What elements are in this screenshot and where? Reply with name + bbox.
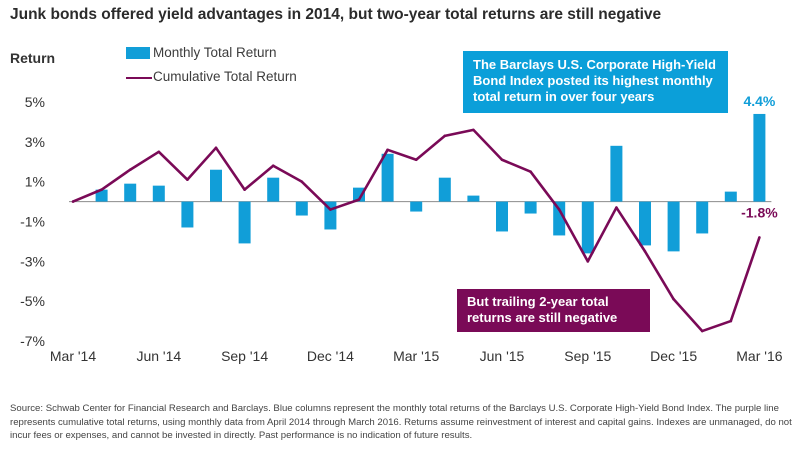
x-tick-label: Dec '15 bbox=[650, 348, 697, 364]
legend-line-swatch bbox=[126, 77, 152, 79]
cumulative-return-point bbox=[729, 319, 733, 323]
cumulative-return-point bbox=[557, 208, 561, 211]
y-tick-label: 5% bbox=[25, 94, 45, 110]
x-tick-label: Sep '14 bbox=[221, 348, 268, 364]
monthly-return-bar bbox=[152, 185, 165, 202]
cumulative-return-point bbox=[443, 134, 447, 138]
x-tick-label: Mar '15 bbox=[393, 348, 439, 364]
cumulative-return-point bbox=[186, 178, 189, 181]
cumulative-return-point bbox=[615, 206, 618, 209]
legend-monthly-total-return: Monthly Total Return bbox=[153, 45, 277, 60]
monthly-return-bar bbox=[353, 187, 365, 202]
x-tick-label: Mar '14 bbox=[50, 348, 96, 364]
y-axis-label: Return bbox=[10, 50, 55, 66]
monthly-return-bar bbox=[238, 201, 251, 244]
callout-trailing-returns-negative: But trailing 2-year total returns are st… bbox=[457, 289, 650, 332]
legend-bar-swatch bbox=[126, 47, 150, 59]
monthly-return-bar bbox=[639, 201, 651, 246]
monthly-return-bar bbox=[696, 201, 709, 234]
x-tick-label: Dec '14 bbox=[307, 348, 354, 364]
monthly-return-bar bbox=[524, 201, 537, 214]
monthly-return-bar bbox=[667, 201, 680, 252]
line-points bbox=[71, 128, 761, 333]
x-tick-label: Jun '15 bbox=[480, 348, 525, 364]
y-tick-label: -3% bbox=[20, 253, 45, 269]
chart: Return 5% 3% 1% -1% -3% -5% -7% Mar '14 Jun '14… bbox=[10, 50, 783, 364]
data-labels: 4.4% -1.8% bbox=[741, 93, 778, 220]
cumulative-return-point bbox=[157, 150, 161, 154]
cumulative-return-point bbox=[300, 180, 304, 183]
cumulative-return-point bbox=[472, 128, 475, 132]
monthly-return-bar bbox=[95, 189, 108, 202]
monthly-return-bar bbox=[295, 201, 308, 216]
monthly-return-bar bbox=[581, 201, 594, 254]
monthly-return-bar bbox=[753, 113, 766, 202]
monthly-return-bar bbox=[267, 177, 280, 202]
cumulative-return-point bbox=[329, 208, 332, 211]
chart-title: Junk bonds offered yield advantages in 2… bbox=[10, 6, 662, 23]
y-tick-label: 3% bbox=[25, 134, 45, 150]
y-tick-label: -5% bbox=[20, 293, 45, 309]
cumulative-return-point bbox=[243, 188, 246, 191]
monthly-return-bar bbox=[553, 201, 566, 236]
cumulative-return-point bbox=[214, 146, 218, 150]
monthly-return-bar bbox=[724, 191, 737, 202]
cumulative-return-point bbox=[271, 164, 275, 168]
monthly-return-bar bbox=[124, 183, 137, 202]
cumulative-return-point bbox=[700, 329, 704, 333]
monthly-return-bar bbox=[381, 153, 394, 202]
cumulative-return-point bbox=[71, 200, 75, 203]
x-tick-labels: Mar '14 Jun '14 Sep '14 Dec '14 Mar '15 Jun '… bbox=[50, 348, 783, 364]
bar-series bbox=[95, 113, 766, 254]
cumulative-return-point bbox=[672, 297, 675, 301]
legend-cumulative-total-return: Cumulative Total Return bbox=[153, 69, 297, 84]
x-tick-label: Sep '15 bbox=[564, 348, 611, 364]
cumulative-return-point bbox=[586, 260, 590, 263]
monthly-return-bar bbox=[467, 195, 480, 202]
y-tick-label: 1% bbox=[25, 174, 45, 190]
y-tick-label: -7% bbox=[20, 333, 45, 349]
monthly-return-bar bbox=[610, 145, 623, 202]
y-tick-labels: 5% 3% 1% -1% -3% -5% -7% bbox=[20, 94, 45, 349]
monthly-return-bar bbox=[210, 169, 222, 202]
cumulative-return-point bbox=[643, 250, 647, 253]
monthly-return-bar bbox=[438, 177, 451, 202]
y-tick-label: -1% bbox=[20, 214, 45, 230]
monthly-return-bar bbox=[496, 201, 508, 232]
cumulative-return-point bbox=[529, 170, 532, 174]
cumulative-return-point bbox=[500, 158, 504, 162]
cumulative-return-point bbox=[128, 168, 132, 172]
cumulative-return-point bbox=[414, 158, 418, 162]
cumulative-return-point bbox=[386, 148, 389, 152]
monthly-return-bar bbox=[410, 201, 423, 212]
cumulative-return-point bbox=[357, 198, 361, 201]
monthly-return-bar bbox=[181, 201, 194, 228]
source-note: Source: Schwab Center for Financial Rese… bbox=[10, 403, 792, 442]
x-tick-label: Mar '16 bbox=[736, 348, 782, 364]
cumulative-return-point bbox=[100, 188, 103, 191]
callout-highest-monthly-return: The Barclays U.S. Corporate High-Yield B… bbox=[463, 51, 728, 113]
bar-data-label: 4.4% bbox=[743, 93, 775, 109]
cumulative-return-point bbox=[758, 236, 761, 239]
x-tick-label: Jun '14 bbox=[136, 348, 181, 364]
line-data-label: -1.8% bbox=[741, 204, 778, 220]
